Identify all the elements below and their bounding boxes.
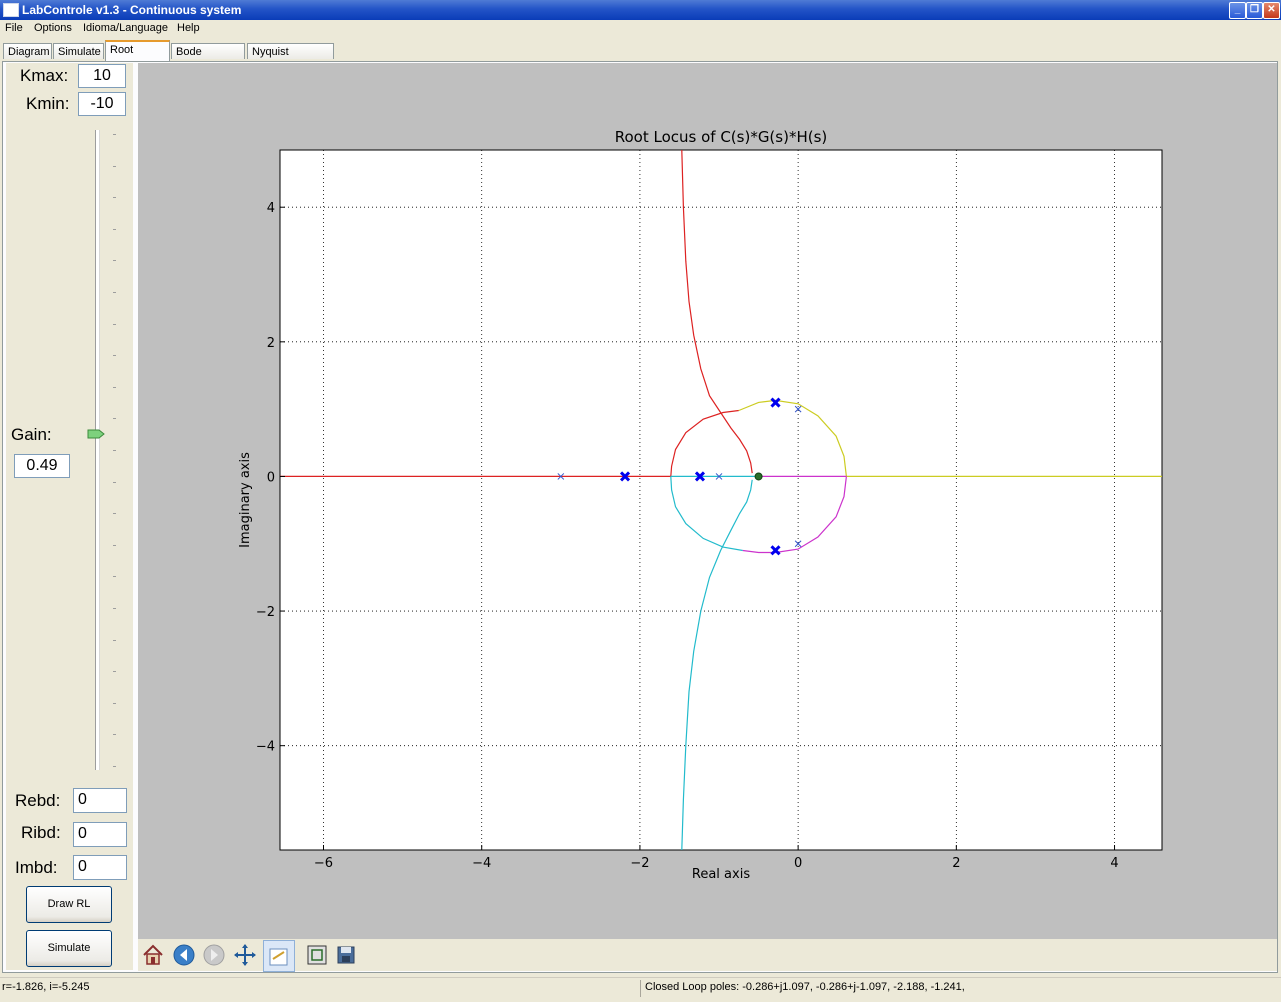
draw-rl-button[interactable]: Draw RL [26, 886, 112, 923]
restore-icon[interactable]: ❐ [1246, 2, 1263, 19]
imbd-label: Imbd: [15, 858, 58, 877]
slider-tick [113, 260, 116, 262]
locus-branch [738, 399, 847, 477]
closed-loop-pole-marker [770, 545, 781, 556]
closed-loop-pole-marker [619, 471, 631, 482]
menu-file[interactable]: File [5, 22, 23, 34]
control-panel: Kmax: 10 Kmin: -10 Gain: 0.49 Rebd: 0 Ri… [6, 63, 133, 970]
x-axis-label: Real axis [692, 867, 750, 882]
forward-icon[interactable] [202, 943, 226, 967]
kmax-input[interactable]: 10 [78, 64, 126, 88]
menu-language[interactable]: Idioma/Language [83, 22, 169, 34]
ribd-input[interactable]: 0 [73, 822, 127, 847]
locus-branch [670, 476, 743, 552]
save-icon[interactable] [334, 943, 358, 967]
slider-tick [113, 197, 116, 199]
x-tick-label: −2 [630, 856, 649, 871]
gain-slider-track[interactable] [95, 130, 100, 770]
gain-input[interactable]: 0.49 [14, 454, 70, 478]
y-tick-label: 4 [267, 201, 275, 216]
ribd-label: Ribd: [21, 823, 61, 842]
slider-tick [113, 576, 116, 578]
title-bar: LabControle v1.3 - Continuous system _ ❐… [0, 0, 1281, 20]
slider-tick [113, 165, 116, 167]
x-tick-label: 4 [1110, 856, 1118, 871]
x-tick-label: −6 [314, 856, 333, 871]
slider-tick [113, 418, 116, 420]
gain-label: Gain: [11, 425, 52, 444]
y-tick-label: −4 [256, 740, 275, 755]
locus-branch [742, 476, 847, 554]
slider-tick [113, 134, 116, 135]
y-tick-label: 2 [267, 336, 275, 351]
tab-bode-diagram[interactable]: Bode diagram [171, 43, 245, 74]
tab-bar: Diagram Simulate Root Locus Bode diagram… [0, 39, 1281, 74]
slider-tick [113, 766, 116, 767]
locus-branch [681, 149, 753, 474]
slider-tick [113, 639, 116, 641]
slider-tick [113, 292, 116, 293]
slider-tick [113, 702, 116, 704]
closed-loop-pole-marker [770, 397, 781, 408]
zoom-rect-icon[interactable] [305, 943, 329, 967]
locus-branch [681, 479, 753, 851]
status-divider [640, 980, 641, 997]
app-icon [3, 3, 19, 17]
pan-icon[interactable] [233, 943, 257, 967]
menu-bar: File Options Idioma/Language Help [0, 20, 1281, 39]
minimize-icon[interactable]: _ [1229, 2, 1246, 19]
root-locus-chart[interactable]: −6 −4 −2 0 2 4 −4 −2 0 2 4 Root Locus of C(s)*G(s)… [138, 63, 1277, 939]
open-loop-pole-marker [715, 473, 723, 480]
slider-tick [113, 450, 116, 451]
open-loop-pole-marker [794, 540, 802, 548]
gain-slider-thumb[interactable] [87, 429, 105, 439]
tab-simulate[interactable]: Simulate [53, 43, 104, 59]
simulate-button[interactable]: Simulate [26, 930, 112, 967]
window-title: LabControle v1.3 - Continuous system [22, 3, 242, 17]
locus-branch [670, 409, 739, 477]
open-loop-pole-marker [557, 473, 565, 480]
tab-diagram[interactable]: Diagram [3, 43, 52, 59]
menu-options[interactable]: Options [34, 22, 72, 34]
x-tick-label: −4 [472, 856, 491, 871]
y-tick-label: −2 [256, 605, 275, 620]
slider-tick [113, 228, 116, 230]
status-bar: r=-1.826, i=-5.245 Closed Loop poles: -0… [0, 977, 1281, 1000]
x-tick-label: 2 [952, 856, 960, 871]
slider-tick [113, 386, 116, 388]
y-axis-label: Imaginary axis [238, 452, 253, 548]
kmin-label: Kmin: [26, 94, 70, 113]
slider-tick [113, 544, 116, 546]
tab-root-locus[interactable]: Root Locus [105, 40, 170, 73]
slider-tick [113, 323, 116, 325]
closed-loop-poles-text: Closed Loop poles: -0.286+j1.097, -0.286… [645, 981, 965, 993]
open-loop-pole-marker [794, 405, 802, 413]
y-tick-label: 0 [267, 470, 275, 485]
plot-frame [279, 149, 1163, 851]
slider-tick [113, 734, 116, 736]
tab-nyquist-diagram[interactable]: Nyquist Diagram [247, 43, 334, 74]
slider-tick [113, 481, 116, 483]
close-icon[interactable]: ✕ [1263, 2, 1280, 19]
kmin-input[interactable]: -10 [78, 92, 126, 116]
cursor-coordinates: r=-1.826, i=-5.245 [2, 981, 90, 993]
x-tick-label: 0 [794, 856, 802, 871]
back-icon[interactable] [172, 943, 196, 967]
slider-tick [113, 671, 116, 673]
chart-title: Root Locus of C(s)*G(s)*H(s) [615, 128, 828, 146]
slider-tick [113, 608, 116, 609]
imbd-input[interactable]: 0 [73, 855, 127, 880]
home-icon[interactable] [141, 943, 165, 967]
closed-loop-pole-marker [694, 471, 706, 482]
slider-tick [113, 513, 116, 515]
plot-canvas[interactable]: −6 −4 −2 0 2 4 −4 −2 0 2 4 Root Locus of C(s)*G(s)… [138, 63, 1277, 939]
rebd-label: Rebd: [15, 791, 61, 810]
kmax-label: Kmax: [20, 66, 69, 85]
rebd-input[interactable]: 0 [73, 788, 127, 813]
menu-help[interactable]: Help [177, 22, 200, 34]
plot-toolbar [138, 939, 1277, 972]
configure-subplots-icon[interactable] [263, 940, 295, 972]
open-loop-zero-marker [754, 472, 763, 481]
slider-tick [113, 355, 116, 357]
